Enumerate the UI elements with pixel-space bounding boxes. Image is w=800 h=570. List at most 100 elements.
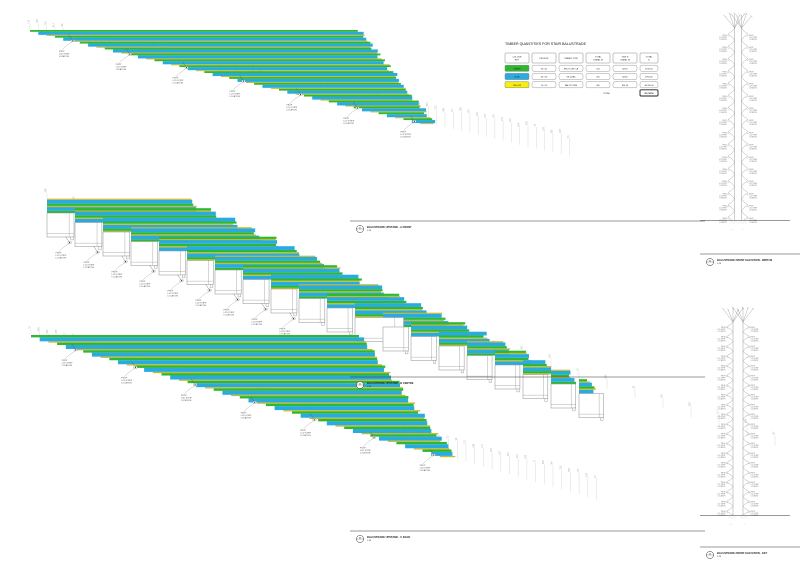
svg-text:40 x 30: 40 x 30 [541, 77, 548, 79]
svg-text:PROP: PROP [723, 35, 727, 37]
svg-text:LCD STRIP: LCD STRIP [719, 37, 727, 39]
svg-text:LCD STRIP: LCD STRIP [751, 368, 759, 370]
svg-text:LOCATION: LOCATION [300, 434, 311, 437]
svg-text:PROP: PROP [749, 84, 753, 86]
svg-text:LOCATION: LOCATION [252, 323, 263, 326]
svg-text:TOTAL: TOTAL [646, 55, 653, 58]
svg-text:LCD STRIP: LCD STRIP [749, 134, 757, 136]
svg-text:LCD STRIP: LCD STRIP [749, 73, 757, 75]
svg-text:LOCATION: LOCATION [224, 314, 235, 317]
svg-text:LCD STRIP: LCD STRIP [717, 416, 725, 418]
svg-text:PROP: PROP [723, 145, 727, 147]
svg-text:PROP: PROP [721, 336, 725, 338]
svg-text:PROP: PROP [749, 96, 753, 98]
svg-text:PROP: PROP [723, 59, 727, 61]
svg-text:LCD STRIP: LCD STRIP [719, 73, 727, 75]
svg-text:70 x 20: 70 x 20 [541, 85, 548, 87]
svg-text:LCD STRIP: LCD STRIP [719, 86, 727, 88]
svg-text:UNIT $: UNIT $ [622, 56, 629, 58]
svg-text:LOCATION: LOCATION [287, 109, 298, 112]
svg-text:LCD STRIP: LCD STRIP [717, 426, 725, 428]
svg-text:LOCATION: LOCATION [121, 381, 132, 384]
svg-text:$742.50: $742.50 [645, 68, 653, 70]
svg-text:LCD STRIP: LCD STRIP [751, 474, 759, 476]
svg-text:PROP: PROP [721, 414, 725, 416]
svg-text:GREEN: GREEN [514, 68, 521, 70]
svg-text:PROP: PROP [723, 71, 727, 73]
svg-text:PROP: PROP [723, 181, 727, 183]
svg-text:PROP: PROP [721, 404, 725, 406]
svg-text:$14.00: $14.00 [622, 85, 629, 87]
svg-text:LCD STRIP: LCD STRIP [717, 435, 725, 437]
svg-text:$4,200.00: $4,200.00 [645, 85, 655, 87]
svg-text:LOCATION: LOCATION [84, 266, 95, 269]
svg-text:YELLOW: YELLOW [513, 85, 521, 87]
svg-text:LCD STRIP: LCD STRIP [717, 513, 725, 515]
svg-text:TIMBER QUANTITIES FOR STAIR BA: TIMBER QUANTITIES FOR STAIR BALUSTRADE [505, 42, 587, 46]
svg-text:LOCATION: LOCATION [400, 135, 411, 138]
svg-text:LCD STRIP: LCD STRIP [717, 484, 725, 486]
svg-text:LOCATION: LOCATION [230, 95, 241, 98]
svg-text:$792.00: $792.00 [645, 77, 653, 79]
svg-text:PROP: PROP [723, 120, 727, 122]
svg-text:LCD STRIP: LCD STRIP [749, 110, 757, 112]
svg-text:LCD STRIP: LCD STRIP [719, 159, 727, 161]
svg-text:PROP: PROP [751, 501, 755, 503]
svg-text:PROP: PROP [723, 96, 727, 98]
svg-text:LOCATION: LOCATION [168, 295, 179, 298]
svg-text:LOCATION: LOCATION [196, 304, 207, 307]
svg-text:PROP: PROP [751, 472, 755, 474]
svg-text:LCD STRIP: LCD STRIP [749, 195, 757, 197]
svg-text:LCD STRIP: LCD STRIP [749, 147, 757, 149]
svg-text:LCD STRIP: LCD STRIP [751, 494, 759, 496]
svg-text:LOCATION: LOCATION [116, 68, 127, 71]
svg-text:PROP: PROP [751, 375, 755, 377]
svg-text:LCD STRIP: LCD STRIP [719, 134, 727, 136]
svg-text:LCD STRIP: LCD STRIP [717, 455, 725, 457]
svg-text:PROP: PROP [749, 71, 753, 73]
svg-text:PROP: PROP [751, 433, 755, 435]
svg-text:PROP: PROP [749, 35, 753, 37]
svg-text:LCD STRIP: LCD STRIP [749, 98, 757, 100]
svg-text:PROP: PROP [751, 492, 755, 494]
svg-text:PROP: PROP [751, 453, 755, 455]
svg-text:PROP: PROP [751, 356, 755, 358]
svg-text:TOTAL: TOTAL [603, 92, 611, 95]
svg-text:LCD STRIP: LCD STRIP [719, 183, 727, 185]
svg-text:LOCATION: LOCATION [173, 82, 184, 85]
svg-text:LCD STRIP: LCD STRIP [717, 338, 725, 340]
svg-text:LOCATION: LOCATION [241, 416, 252, 419]
svg-text:LOCATION: LOCATION [181, 399, 192, 402]
svg-text:LCD STRIP: LCD STRIP [717, 474, 725, 476]
svg-text:BALUSTRADE FRONT ELEVATION - W: BALUSTRADE FRONT ELEVATION - WIDTHS [717, 258, 773, 262]
svg-text:KEY: KEY [515, 59, 520, 61]
svg-text:LCD STRIP: LCD STRIP [751, 455, 759, 457]
svg-text:PROP: PROP [723, 206, 727, 208]
svg-text:LCD STRIP: LCD STRIP [749, 122, 757, 124]
svg-text:PROP: PROP [751, 336, 755, 338]
svg-text:LOCATION: LOCATION [420, 469, 431, 472]
svg-text:LCD STRIP: LCD STRIP [751, 513, 759, 515]
svg-text:abc: abc [729, 524, 732, 526]
svg-text:LCD STRIP: LCD STRIP [751, 416, 759, 418]
svg-text:LCD STRIP: LCD STRIP [719, 208, 727, 210]
svg-text:PROP: PROP [723, 193, 727, 195]
svg-text:PROP: PROP [751, 395, 755, 397]
svg-text:LCD STRIP: LCD STRIP [751, 338, 759, 340]
svg-text:PROP: PROP [751, 424, 755, 426]
svg-text:LCD STRIP: LCD STRIP [717, 494, 725, 496]
svg-text:$5,734.50: $5,734.50 [645, 92, 655, 95]
svg-text:PROP: PROP [751, 366, 755, 368]
svg-text:LOCATION: LOCATION [360, 451, 371, 454]
svg-text:RECYCLED CA: RECYCLED CA [564, 67, 579, 70]
svg-text:PROP: PROP [749, 108, 753, 110]
svg-text:LCD STRIP: LCD STRIP [717, 503, 725, 505]
svg-text:PROP: PROP [723, 218, 727, 220]
svg-text:LCD STRIP: LCD STRIP [719, 220, 727, 222]
svg-text:LCD STRIP: LCD STRIP [751, 503, 759, 505]
svg-text:LCD STRIP: LCD STRIP [751, 358, 759, 360]
svg-text:LCD STRIP: LCD STRIP [751, 377, 759, 379]
svg-text:LCD STRIP: LCD STRIP [751, 329, 759, 331]
svg-text:PROP: PROP [721, 327, 725, 329]
svg-text:LCD STRIP: LCD STRIP [749, 37, 757, 39]
